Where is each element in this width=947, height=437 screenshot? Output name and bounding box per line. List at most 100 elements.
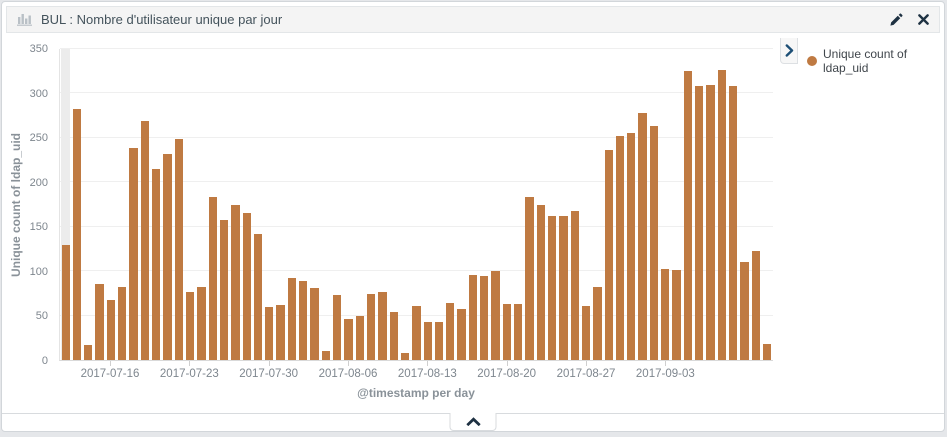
bar-slot: [343, 49, 354, 360]
bar-slot: [196, 49, 207, 360]
y-tick-label: 200: [29, 176, 48, 189]
bar[interactable]: [219, 219, 229, 360]
bar-slot: [535, 49, 546, 360]
bar[interactable]: [321, 351, 330, 360]
bar[interactable]: [672, 270, 681, 360]
spy-panel-toggle-button[interactable]: [449, 413, 497, 431]
bar[interactable]: [491, 271, 500, 360]
bar[interactable]: [480, 276, 489, 360]
gridline: [60, 136, 773, 138]
bar-slot: [513, 49, 524, 360]
bar[interactable]: [208, 197, 217, 360]
bar-slot: [648, 49, 659, 360]
bar[interactable]: [717, 70, 726, 360]
remove-panel-button[interactable]: [918, 14, 929, 25]
bar[interactable]: [61, 244, 70, 360]
edit-panel-button[interactable]: [890, 13, 903, 26]
bar[interactable]: [536, 204, 545, 360]
bar-slot: [524, 49, 535, 360]
bar[interactable]: [152, 168, 161, 360]
bar[interactable]: [638, 112, 647, 360]
bar[interactable]: [695, 86, 704, 360]
bar-slot: [252, 49, 263, 360]
bar[interactable]: [457, 309, 466, 360]
bar[interactable]: [649, 126, 659, 360]
bar[interactable]: [570, 210, 579, 360]
bar-slot: [637, 49, 648, 360]
bar[interactable]: [174, 138, 183, 360]
y-axis-ticks: 0 50 100 150 200 250 300 350: [7, 43, 51, 367]
bar[interactable]: [231, 204, 240, 360]
bar[interactable]: [253, 233, 263, 360]
bar[interactable]: [434, 321, 444, 360]
bar[interactable]: [525, 196, 534, 360]
bar-slot: [569, 49, 580, 360]
bar[interactable]: [661, 269, 670, 360]
bar[interactable]: [197, 287, 206, 360]
bar[interactable]: [95, 284, 104, 360]
bar[interactable]: [751, 250, 760, 360]
bar-slot: [546, 49, 557, 360]
bar[interactable]: [683, 71, 692, 360]
bar[interactable]: [446, 303, 455, 360]
bar-slot: [479, 49, 490, 360]
gridline: [60, 48, 773, 49]
bar[interactable]: [604, 150, 613, 360]
bar[interactable]: [366, 294, 376, 360]
bar[interactable]: [547, 216, 557, 360]
bar[interactable]: [242, 212, 251, 360]
bar[interactable]: [378, 292, 387, 360]
bar[interactable]: [468, 274, 478, 360]
bar-slot: [377, 49, 388, 360]
bar[interactable]: [287, 278, 297, 360]
legend-toggle-button[interactable]: [780, 38, 798, 64]
gridline: [60, 225, 773, 227]
bar[interactable]: [423, 321, 432, 360]
x-tick-mark: [347, 361, 349, 366]
bar[interactable]: [310, 288, 319, 360]
legend-item[interactable]: Unique count of ldap_uid: [787, 36, 939, 75]
bar[interactable]: [276, 304, 285, 360]
bar[interactable]: [389, 312, 398, 360]
bar[interactable]: [400, 352, 410, 360]
bar[interactable]: [265, 306, 274, 360]
bar[interactable]: [333, 295, 342, 360]
pencil-icon: [890, 13, 903, 26]
bar[interactable]: [740, 262, 749, 360]
bar-slot: [320, 49, 331, 360]
bar[interactable]: [762, 344, 772, 360]
bar[interactable]: [627, 133, 636, 360]
bar-slot: [354, 49, 365, 360]
bar[interactable]: [185, 291, 195, 360]
bar-slot: [716, 49, 727, 360]
bar-slot: [230, 49, 241, 360]
bar[interactable]: [129, 147, 138, 360]
bar[interactable]: [299, 280, 308, 360]
bar[interactable]: [72, 109, 82, 360]
bar[interactable]: [118, 287, 127, 360]
bar[interactable]: [355, 315, 364, 360]
bar[interactable]: [581, 305, 591, 360]
bar[interactable]: [84, 344, 93, 360]
legend: Unique count of ldap_uid: [780, 36, 939, 414]
bar[interactable]: [502, 304, 511, 360]
bar[interactable]: [706, 84, 715, 360]
bar[interactable]: [615, 136, 625, 360]
bar-slot: [128, 49, 139, 360]
bar-slot: [501, 49, 512, 360]
bar-slot: [286, 49, 297, 360]
bar-slot: [298, 49, 309, 360]
bar[interactable]: [559, 216, 568, 360]
bars-container: [60, 49, 773, 360]
bar-slot: [750, 49, 761, 360]
bar[interactable]: [728, 86, 738, 360]
bar[interactable]: [140, 120, 149, 360]
x-tick-label: 2017-08-20: [477, 368, 537, 380]
bar[interactable]: [344, 319, 353, 360]
bar[interactable]: [514, 304, 523, 360]
bar[interactable]: [412, 305, 421, 360]
bar[interactable]: [106, 299, 116, 360]
bar[interactable]: [163, 153, 172, 360]
bar[interactable]: [593, 287, 602, 360]
